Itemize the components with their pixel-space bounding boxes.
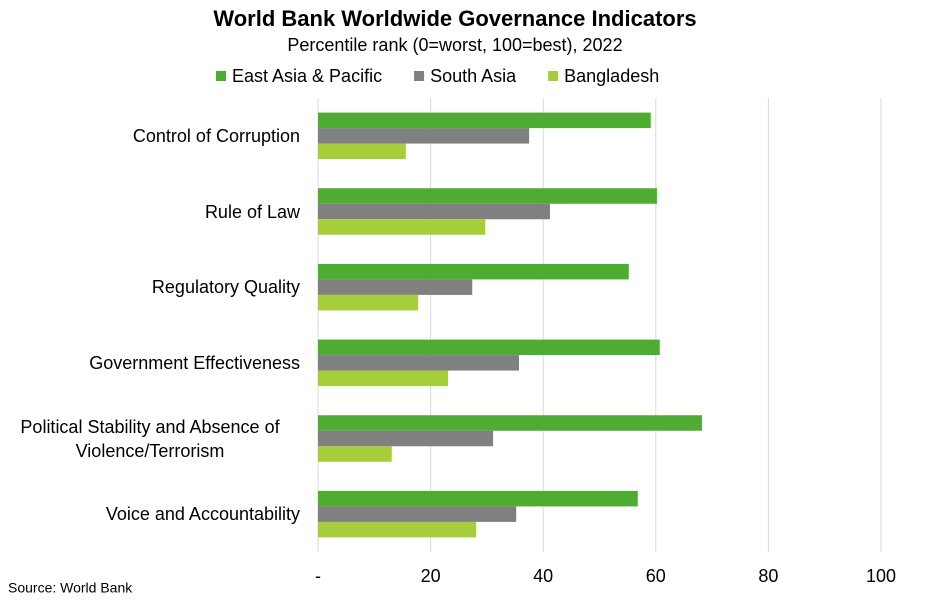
- legend-label: East Asia & Pacific: [232, 66, 382, 86]
- bar: [318, 506, 517, 522]
- bar: [318, 446, 392, 462]
- x-tick-label: 100: [866, 566, 896, 586]
- legend-label: South Asia: [430, 66, 517, 86]
- chart-subtitle: Percentile rank (0=worst, 100=best), 202…: [287, 35, 622, 55]
- legend-label: Bangladesh: [564, 66, 659, 86]
- bar: [318, 355, 519, 371]
- bar: [318, 188, 657, 204]
- x-tick-label: 80: [758, 566, 778, 586]
- bar: [318, 279, 473, 295]
- category-text: Regulatory Quality: [151, 277, 300, 298]
- category-label: Government Effectiveness: [0, 351, 300, 375]
- legend-swatch: [548, 71, 559, 81]
- category-label: Voice and Accountability: [0, 502, 300, 526]
- chart-title: World Bank Worldwide Governance Indicato…: [213, 6, 696, 31]
- bar: [318, 203, 550, 220]
- bar: [318, 112, 651, 129]
- bar: [318, 430, 494, 447]
- category-text: Voice and Accountability: [105, 504, 300, 525]
- x-tick-label: -: [315, 566, 321, 586]
- category-label: Control of Corruption: [0, 124, 300, 148]
- bar: [318, 294, 419, 311]
- bar: [318, 128, 530, 144]
- category-text: Control of Corruption: [132, 125, 300, 146]
- category-text: Political Stability and Absence of Viole…: [20, 416, 280, 461]
- category-text: Government Effectiveness: [89, 352, 300, 373]
- bar: [318, 219, 486, 235]
- x-tick-label: 40: [533, 566, 553, 586]
- bar: [318, 415, 702, 431]
- bar: [318, 370, 449, 387]
- source-note: Source: World Bank: [8, 580, 133, 596]
- x-tick-label: 60: [646, 566, 666, 586]
- legend-swatch: [216, 71, 226, 81]
- bar: [318, 339, 660, 356]
- category-label: Rule of Law: [0, 200, 300, 224]
- bar: [318, 143, 406, 160]
- bar: [318, 263, 629, 280]
- bar: [318, 521, 477, 538]
- bar: [318, 490, 638, 507]
- category-text: Rule of Law: [204, 201, 300, 222]
- category-label: Regulatory Quality: [0, 275, 300, 299]
- legend-swatch: [414, 71, 425, 81]
- category-label: Political Stability and Absence of Viole…: [0, 415, 300, 463]
- x-tick-label: 20: [421, 566, 441, 586]
